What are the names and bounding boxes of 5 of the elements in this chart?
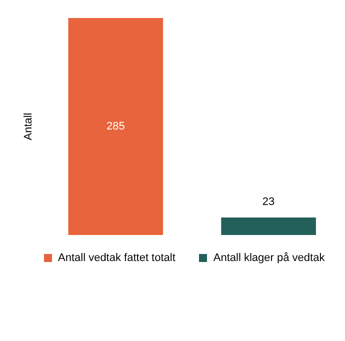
data-label: 285	[106, 120, 125, 133]
legend-label: Antall klager på vedtak	[213, 252, 325, 264]
y-axis-title: Antall	[22, 112, 35, 140]
data-label: 23	[262, 196, 275, 208]
legend-label: Antall vedtak fattet totalt	[58, 252, 176, 264]
